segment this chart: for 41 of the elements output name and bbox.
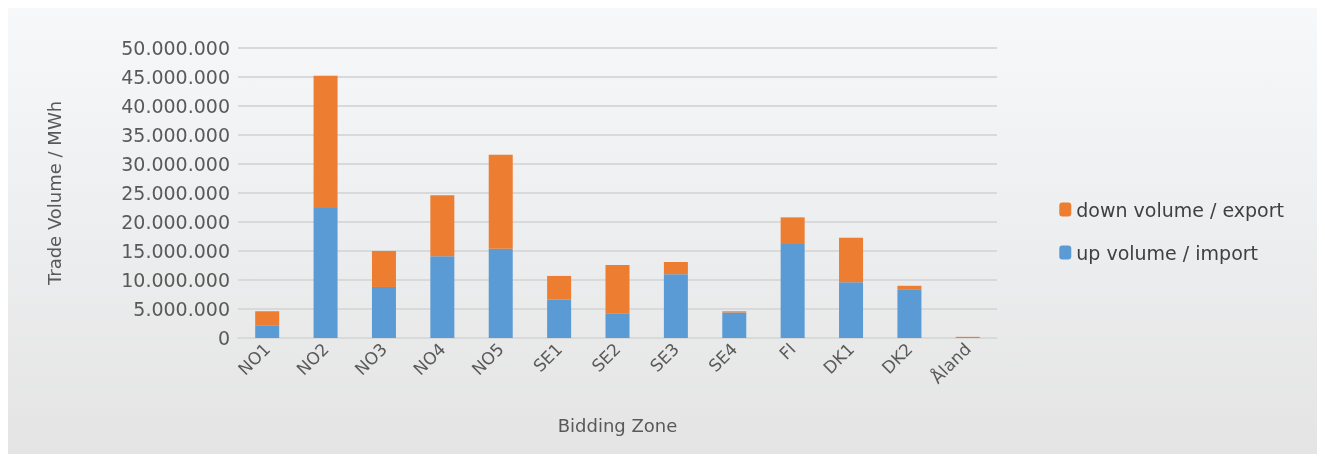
y-tick-label: 40.000.000 [121, 95, 230, 117]
y-tick-label: 20.000.000 [121, 211, 230, 233]
legend-label: down volume / export [1076, 198, 1285, 221]
bar [897, 289, 922, 338]
y-tick-label: 25.000.000 [121, 182, 230, 204]
y-tick-label: 45.000.000 [121, 66, 230, 88]
bar [430, 195, 455, 257]
y-tick-label: 0 [217, 327, 230, 349]
y-tick-label: 5.000.000 [133, 298, 230, 320]
legend-label: up volume / import [1076, 241, 1259, 264]
bar [430, 256, 455, 338]
bar [255, 325, 280, 338]
bar [605, 313, 630, 338]
bar [663, 262, 688, 275]
y-tick-label: 35.000.000 [121, 124, 230, 146]
y-axis-title: Trade Volume / MWh [43, 100, 65, 287]
bar [780, 217, 805, 245]
bar [663, 274, 688, 338]
y-tick-label: 50.000.000 [121, 37, 230, 59]
bar [371, 251, 396, 287]
x-tick-label: SE1 [529, 338, 567, 376]
bar [255, 311, 280, 326]
bar [313, 208, 338, 338]
x-tick-label: SE3 [645, 338, 683, 376]
bar [780, 244, 805, 338]
bar [839, 282, 864, 338]
bar [488, 154, 513, 249]
y-tick-label: 10.000.000 [121, 269, 230, 291]
bar [313, 75, 338, 209]
x-axis-title: Bidding Zone [557, 414, 678, 436]
bar [547, 275, 572, 300]
x-tick-label: SE2 [587, 338, 625, 376]
y-tick-label: 30.000.000 [121, 153, 230, 175]
x-tick-label: FI [775, 338, 800, 364]
y-tick-label: 15.000.000 [121, 240, 230, 262]
bar [722, 312, 747, 338]
bar [371, 286, 396, 338]
bar [488, 248, 513, 338]
bar [605, 264, 630, 314]
bar [839, 237, 864, 283]
bar [547, 299, 572, 338]
